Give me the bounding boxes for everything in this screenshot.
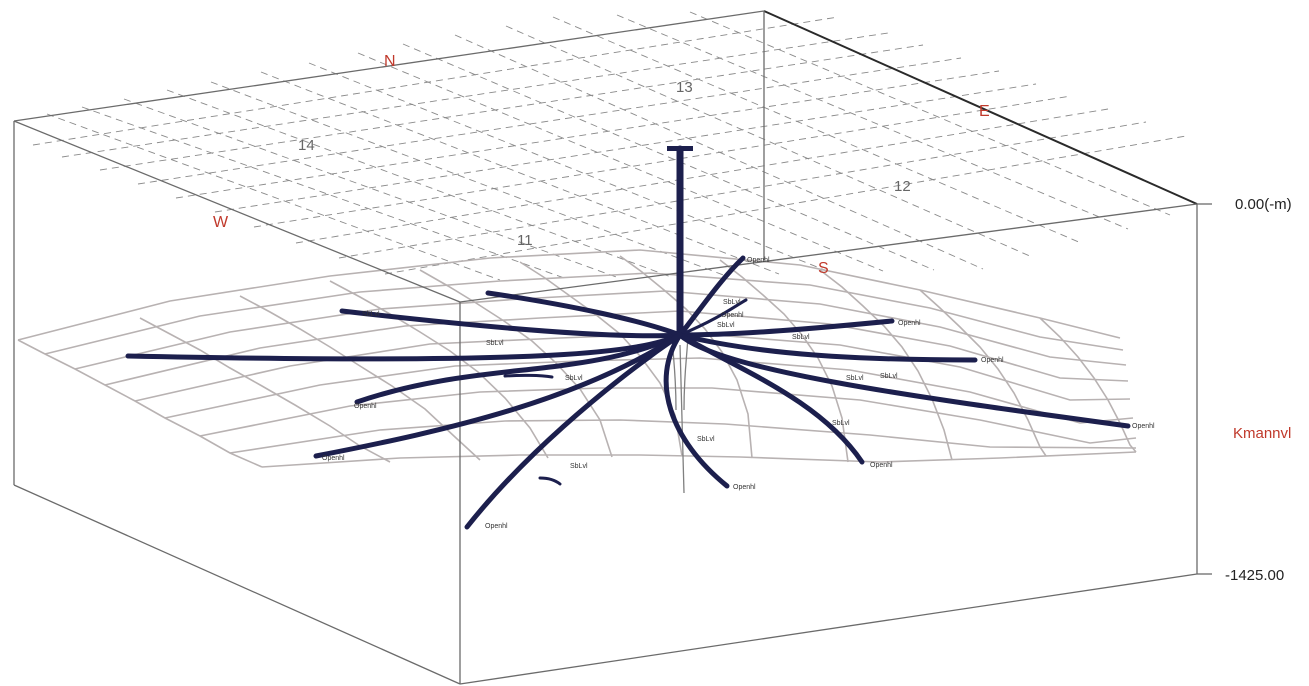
well-label: Openhl — [981, 357, 1004, 364]
well-label: SbLvl — [486, 340, 504, 347]
depth-bottom-label: -1425.00 — [1225, 567, 1284, 584]
well-label: Openhl — [898, 320, 921, 327]
well-label: SbLvl — [723, 299, 741, 306]
well-label: Openhl — [747, 257, 770, 264]
well-laterals — [125, 255, 1131, 530]
well-label: SbLvl — [846, 375, 864, 382]
well-label: SbLvl — [717, 322, 735, 329]
compass-east-label: E — [979, 103, 990, 120]
well-label: Openhl — [322, 455, 345, 462]
well-annotations: Openhl SbLvl Openhl SbLvl Openhl SbLvl O… — [322, 257, 1155, 530]
surface-grid — [32, 11, 1187, 281]
well-label: SbLvl — [792, 334, 810, 341]
well-label: SbLvl — [880, 373, 898, 380]
depth-top-label: 0.00(-m) — [1235, 196, 1292, 213]
compass-north-label: N — [384, 53, 396, 70]
well-label: Openhl — [354, 403, 377, 410]
block-number-label: 14 — [298, 137, 315, 154]
well-label: Openhl — [1132, 423, 1155, 430]
well-label: Openhl — [485, 523, 508, 530]
block-number-label: 12 — [894, 178, 911, 195]
well-label: SbLvl — [832, 420, 850, 427]
well-label: Openhl — [870, 462, 893, 469]
well-label: SbLvl — [565, 375, 583, 382]
well-label: Openhl — [733, 484, 756, 491]
bounding-box — [13, 10, 1212, 685]
well-label: SbLvl — [362, 311, 380, 318]
horizon-label: Kmannvl — [1233, 425, 1291, 442]
compass-south-label: S — [818, 260, 829, 277]
block-number-label: 11 — [517, 232, 533, 249]
horizon-mesh — [17, 249, 1137, 468]
well-label: SbLvl — [570, 463, 588, 470]
well-label: Openhl — [721, 312, 744, 319]
compass-west-label: W — [213, 214, 229, 231]
block-number-label: 13 — [676, 79, 693, 96]
well-label: SbLvl — [697, 436, 715, 443]
